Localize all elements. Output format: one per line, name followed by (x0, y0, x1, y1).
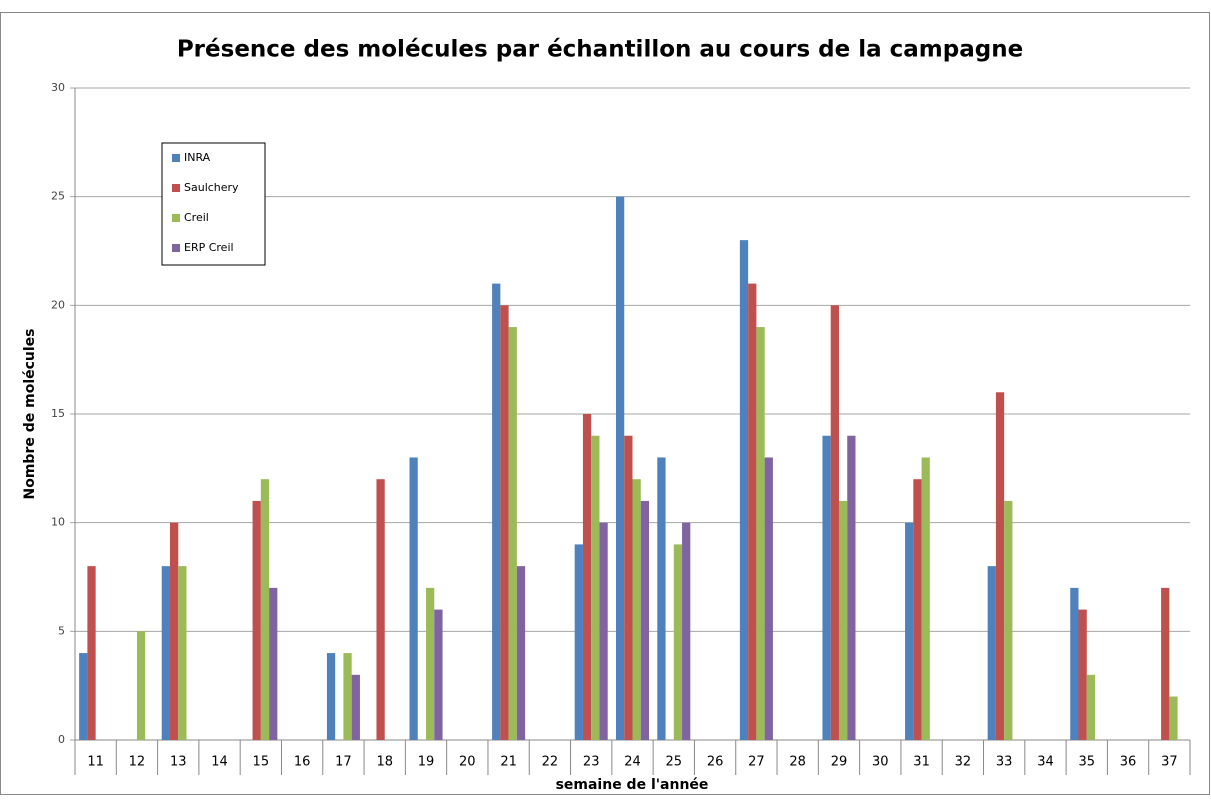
y-tick-label: 20 (51, 298, 65, 311)
bar (657, 457, 666, 740)
y-tick-label: 30 (51, 81, 65, 94)
legend-label: INRA (184, 151, 211, 164)
bar (1070, 587, 1079, 740)
y-axis-label: Nombre de molécules (22, 328, 38, 499)
bar (739, 240, 749, 740)
bar (574, 544, 583, 740)
bar (1161, 587, 1170, 740)
x-tick-label: 18 (376, 755, 393, 770)
x-tick-label: 19 (418, 755, 435, 770)
x-tick-label: 25 (666, 755, 683, 770)
legend-swatch (172, 214, 180, 222)
x-tick-label: 21 (500, 755, 517, 770)
bar (615, 196, 625, 740)
x-tick-label: 32 (955, 755, 972, 770)
legend-label: Creil (184, 211, 209, 224)
y-tick-label: 0 (58, 733, 65, 746)
x-tick-label: 22 (542, 755, 559, 770)
x-tick-label: 14 (211, 755, 228, 770)
x-tick-label: 34 (1037, 755, 1054, 770)
x-tick-label: 30 (872, 755, 889, 770)
y-tick-label: 15 (51, 407, 65, 420)
bar (921, 457, 930, 740)
x-tick-label: 16 (294, 755, 311, 770)
y-tick-label: 25 (51, 190, 65, 203)
bar (1169, 696, 1178, 740)
bar (591, 435, 600, 740)
x-tick-label: 29 (831, 755, 848, 770)
bar (748, 283, 757, 740)
x-tick-label: 27 (748, 755, 765, 770)
bar (269, 587, 278, 740)
chart-title: Présence des molécules par échantillon a… (177, 37, 1023, 63)
bar (169, 522, 179, 740)
bar (838, 500, 848, 740)
bar (434, 609, 443, 740)
bar (500, 305, 509, 740)
bar (1004, 500, 1013, 740)
y-tick-label: 10 (51, 516, 65, 529)
bar (326, 653, 336, 740)
bar (673, 544, 683, 740)
bar (426, 587, 435, 740)
x-tick-label: 11 (87, 755, 104, 770)
bar (351, 674, 360, 740)
x-tick-label: 31 (913, 755, 930, 770)
legend-swatch (172, 184, 180, 192)
bar (409, 457, 418, 740)
bar (995, 392, 1005, 740)
bar (260, 479, 270, 740)
x-tick-label: 35 (1078, 755, 1095, 770)
bar (599, 522, 608, 740)
bar (764, 457, 773, 740)
bar (682, 522, 691, 740)
x-tick-label: 20 (459, 755, 476, 770)
bar (508, 327, 517, 740)
x-tick-label: 33 (996, 755, 1013, 770)
legend-swatch (172, 154, 180, 162)
bar (376, 479, 385, 740)
x-tick-label: 13 (170, 755, 187, 770)
bar (830, 305, 839, 740)
bar (492, 283, 501, 740)
bar (987, 566, 996, 740)
bar (632, 479, 641, 740)
bar (847, 435, 856, 740)
bar (516, 566, 526, 740)
legend-label: ERP Creil (184, 241, 234, 254)
bar (913, 479, 922, 740)
legend-swatch (172, 244, 180, 252)
x-tick-label: 37 (1161, 755, 1178, 770)
x-tick-label: 28 (789, 755, 806, 770)
bar (582, 414, 592, 740)
bar (343, 653, 352, 740)
x-tick-label: 12 (129, 755, 146, 770)
y-tick-label: 5 (58, 624, 65, 637)
x-tick-label: 36 (1120, 755, 1137, 770)
bar (136, 631, 146, 740)
bar (161, 566, 170, 740)
x-axis-label: semaine de l'année (556, 777, 709, 793)
x-tick-label: 15 (253, 755, 270, 770)
x-tick-label: 24 (624, 755, 641, 770)
bar (1086, 674, 1096, 740)
x-tick-label: 23 (583, 755, 600, 770)
bar (905, 522, 914, 740)
bar (822, 435, 831, 740)
bar (87, 566, 96, 740)
bar (756, 327, 765, 740)
bar (178, 566, 187, 740)
bar (640, 500, 650, 740)
x-tick-label: 26 (707, 755, 724, 770)
bar (1078, 609, 1087, 740)
bar (79, 653, 88, 740)
bar (252, 500, 261, 740)
x-tick-label: 17 (335, 755, 352, 770)
legend-label: Saulchery (184, 181, 239, 194)
bar (624, 435, 633, 740)
